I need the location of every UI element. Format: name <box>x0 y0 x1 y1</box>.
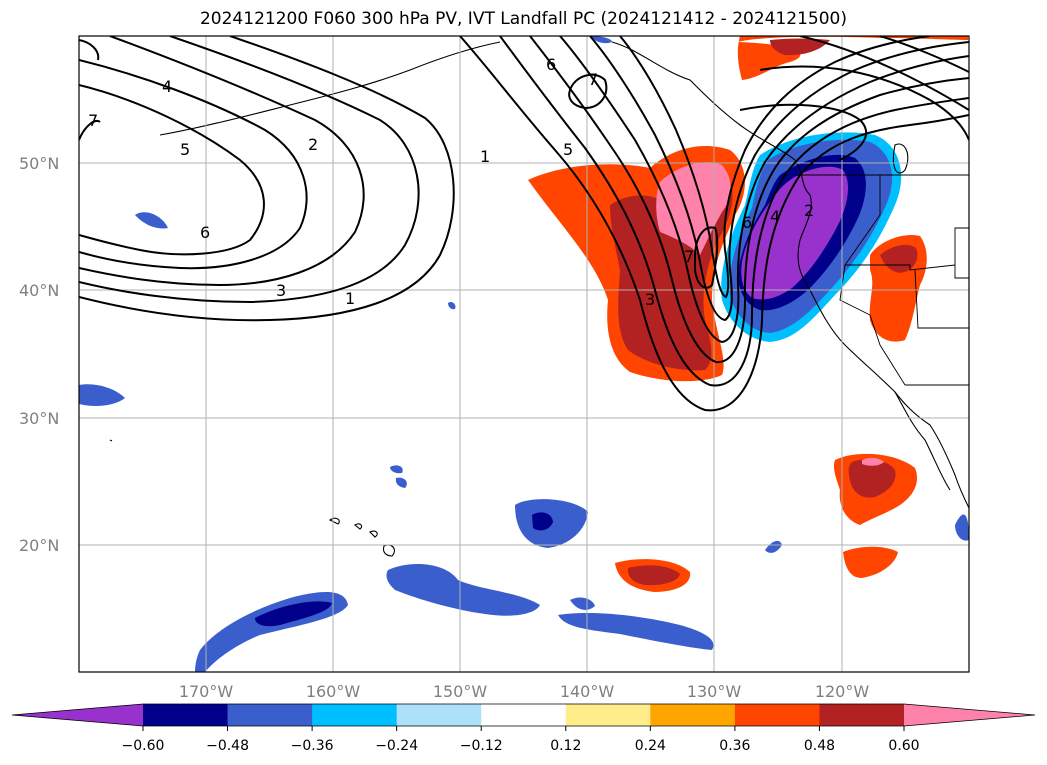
longitude-labels: 170°W 160°W 150°W 140°W 130°W 120°W <box>179 682 870 701</box>
colorbar-segment <box>227 704 313 726</box>
lon-label: 170°W <box>179 682 234 701</box>
colorbar-tick-label: −0.12 <box>460 738 503 754</box>
pv-contour-labels: 7 4 5 2 6 3 1 1 6 7 5 3 7 6 4 2 <box>88 55 814 309</box>
contour-label: 1 <box>480 147 490 166</box>
colorbar-tick-label: −0.36 <box>291 738 334 754</box>
contour-label: 3 <box>645 290 655 309</box>
lat-label: 40°N <box>19 281 59 300</box>
lon-label: 120°W <box>815 682 870 701</box>
contour-label: 4 <box>162 77 172 96</box>
lat-label: 30°N <box>19 409 59 428</box>
lon-label: 130°W <box>687 682 742 701</box>
positive-ivt-region-main <box>528 146 745 382</box>
contour-label: 6 <box>546 55 556 74</box>
colorbar-segment <box>143 704 229 726</box>
positive-ivt-southeast <box>615 453 918 592</box>
latitude-labels: 50°N 40°N 30°N 20°N <box>19 154 59 555</box>
colorbar-tick-label: −0.60 <box>122 738 165 754</box>
contour-label: 4 <box>770 207 780 226</box>
lat-label: 20°N <box>19 536 59 555</box>
map-border <box>78 35 970 673</box>
colorbar: −0.60 −0.48 −0.36 −0.24 −0.12 0.12 0.24 0.36 0.4… <box>11 703 1036 754</box>
colorbar-tick-label: 0.12 <box>550 738 581 754</box>
colorbar-tick-label: 0.24 <box>635 738 666 754</box>
positive-ivt-region-north <box>737 36 968 80</box>
colorbar-tick-label: −0.24 <box>375 738 418 754</box>
colorbar-tick-label: −0.48 <box>206 738 249 754</box>
contour-label: 3 <box>276 281 286 300</box>
contour-label: 6 <box>200 223 210 242</box>
colorbar-segment <box>819 704 905 726</box>
colorbar-segment <box>481 704 567 726</box>
contour-label: 1 <box>345 289 355 308</box>
colorbar-tick-label: 0.60 <box>888 738 919 754</box>
coastlines <box>109 41 969 557</box>
colorbar-segment <box>396 704 482 726</box>
contour-label: 7 <box>88 111 98 130</box>
lon-label: 150°W <box>433 682 488 701</box>
colorbar-tick-label: 0.48 <box>804 738 835 754</box>
contour-label: 2 <box>308 135 318 154</box>
positive-ivt-inland <box>869 234 927 342</box>
lon-label: 140°W <box>560 682 615 701</box>
contour-label: 5 <box>563 140 573 159</box>
colorbar-segment <box>565 704 651 726</box>
colorbar-tick-label: 0.36 <box>719 738 750 754</box>
pv-contours <box>79 36 969 412</box>
colorbar-segment <box>312 704 398 726</box>
map-title: 2024121200 F060 300 hPa PV, IVT Landfall… <box>199 9 847 29</box>
colorbar-segment <box>734 704 820 726</box>
colorbar-extend-high <box>904 704 1035 726</box>
gridlines <box>79 36 969 672</box>
political-borders <box>795 174 969 386</box>
contour-label: 7 <box>588 70 598 89</box>
negative-ivt-blobs <box>79 36 969 672</box>
lon-label: 160°W <box>306 682 361 701</box>
contour-label: 5 <box>180 140 190 159</box>
contour-label: 6 <box>742 213 752 232</box>
colorbar-extend-low <box>12 704 143 726</box>
contour-label: 7 <box>684 247 694 266</box>
contour-label: 2 <box>804 201 814 220</box>
colorbar-segment <box>650 704 736 726</box>
lat-label: 50°N <box>19 154 59 173</box>
